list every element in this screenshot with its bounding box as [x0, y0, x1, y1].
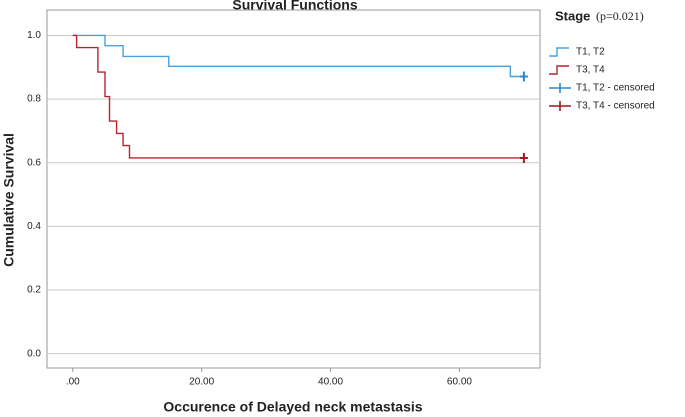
- y-axis-label: Cumulative Survival: [1, 133, 17, 267]
- y-tick-label: 0.0: [27, 348, 41, 359]
- legend-swatch: [549, 47, 569, 57]
- survival-line: [72, 34, 524, 78]
- x-axis-label: Occurence of Delayed neck metastasis: [163, 399, 422, 415]
- survival-line: [72, 34, 524, 159]
- y-tick-label: 1.0: [27, 30, 41, 41]
- x-tick-label: 60.00: [447, 377, 472, 388]
- plot-frame: [46, 9, 541, 369]
- legend-swatch: [549, 65, 569, 75]
- legend-swatch: [549, 83, 571, 93]
- y-tick-label: 0.8: [27, 94, 41, 105]
- legend-note: (p=0.021): [596, 9, 644, 23]
- x-tick-label: 40.00: [318, 377, 343, 388]
- x-tick-label: .00: [66, 377, 80, 388]
- x-tick-label: 20.00: [189, 377, 214, 388]
- legend-title: Stage: [555, 8, 590, 23]
- y-tick-label: 0.2: [27, 285, 41, 296]
- censor-mark: [519, 152, 528, 163]
- legend-label: T1, T2: [576, 47, 605, 58]
- legend-swatch: [549, 101, 571, 111]
- y-tick-label: 0.4: [27, 221, 41, 232]
- y-tick-label: 0.6: [27, 157, 41, 168]
- legend-label: T3, T4: [576, 65, 605, 76]
- censor-mark: [519, 71, 528, 82]
- legend-label: T1, T2 - censored: [576, 83, 655, 94]
- legend-label: T3, T4 - censored: [576, 101, 655, 112]
- chart-title: Survival Functions: [232, 0, 357, 13]
